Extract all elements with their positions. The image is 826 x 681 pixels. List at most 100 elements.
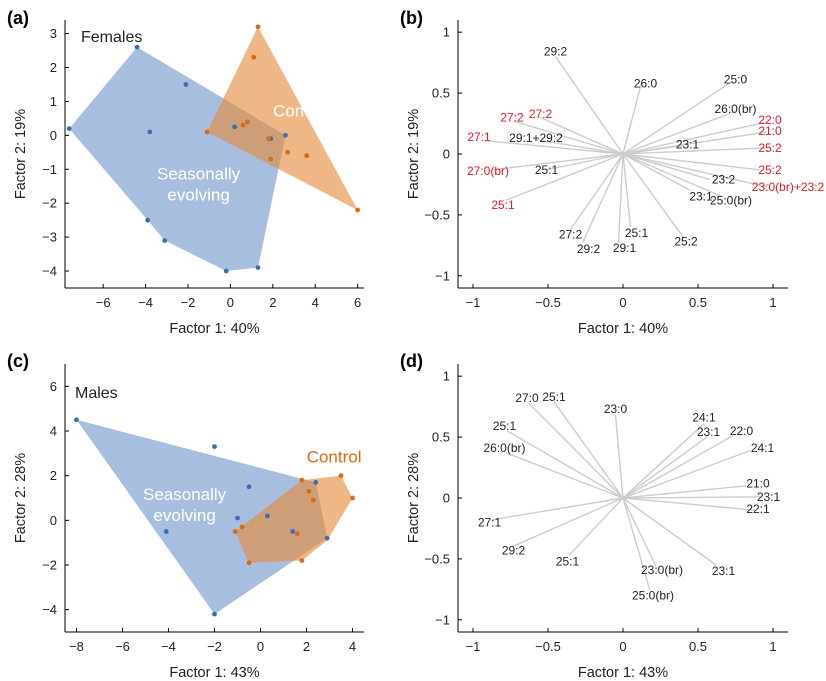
x-tick-label: 0	[619, 295, 626, 310]
y-axis-label: Factor 2: 19%	[406, 109, 422, 199]
vector-label: 22:0	[730, 424, 754, 438]
x-tick-label: −2	[207, 639, 222, 654]
x-tick-label: −1	[466, 295, 481, 310]
seasonal-point	[145, 217, 151, 223]
vector-label: 25:2	[674, 235, 698, 249]
loading-vector	[554, 56, 624, 155]
seasonal-point	[313, 480, 319, 485]
panel-letter: (d)	[400, 351, 423, 371]
vector-label: 25:0	[724, 73, 748, 87]
loading-vector	[622, 147, 766, 155]
vector-label: 27:1	[467, 130, 491, 144]
control-point	[255, 24, 261, 30]
control-point	[355, 207, 360, 213]
vector-label: 23:1	[689, 190, 713, 204]
y-tick-label: 2	[50, 60, 57, 75]
loading-vector	[505, 452, 624, 499]
y-axis-label: Factor 2: 28%	[13, 453, 29, 543]
seasonal-hull	[76, 419, 328, 615]
vector-label: 26:0(br)	[483, 441, 525, 455]
vector-label: 25:0(br)	[710, 193, 752, 207]
loading-vector	[622, 153, 760, 171]
group-title: Females	[81, 29, 142, 46]
control-point	[204, 129, 210, 135]
x-tick-label: −4	[161, 639, 176, 654]
y-tick-label: 3	[50, 26, 57, 41]
y-tick-label: −4	[42, 602, 57, 617]
vector-label: 25:0(br)	[632, 589, 674, 603]
loading-vector	[622, 497, 717, 566]
y-tick-label: −1	[435, 268, 450, 283]
seasonal-point	[283, 132, 288, 138]
vector-label: 23:0(br)+23:2	[752, 180, 825, 194]
x-tick-label: −6	[115, 639, 130, 654]
loading-vector	[622, 110, 736, 155]
x-axis-label: Factor 1: 40%	[578, 321, 668, 337]
x-tick-label: −8	[69, 639, 84, 654]
seasonal-point	[212, 444, 217, 449]
x-tick-label: 0	[619, 639, 626, 654]
loading-vector	[622, 423, 705, 499]
seasonal-point	[246, 484, 252, 490]
vector-label: 27:2	[559, 227, 583, 241]
vector-label: 25:1	[491, 198, 515, 212]
seasonal-point	[265, 513, 270, 519]
vector-label: 21:0	[746, 476, 770, 490]
panel-letter: (b)	[400, 8, 423, 28]
panel-a: (a) Seasonally evolving Control Females −6 −4 −…	[7, 8, 364, 337]
x-tick-label: 6	[354, 295, 361, 310]
loading-vector	[622, 84, 642, 155]
vector-label: 25:1	[556, 554, 580, 568]
seasonal-series-label: Seasonally	[157, 164, 241, 183]
panel-b: (b)29:226:0 25:026:0(br)22:021:025:223:12…	[400, 8, 825, 337]
y-tick-label: −1	[42, 162, 57, 177]
loading-vector	[622, 435, 733, 499]
loading-vector	[622, 497, 756, 511]
loading-vector	[622, 436, 708, 499]
seasonal-point	[235, 515, 240, 521]
y-tick-label: −2	[42, 558, 57, 573]
x-tick-label: −0.5	[535, 295, 561, 310]
y-tick-label: −1	[435, 612, 450, 627]
control-point	[245, 119, 250, 125]
vector-label: 23:1	[712, 564, 736, 578]
y-tick-label: 1	[443, 25, 450, 40]
control-hull	[207, 26, 358, 210]
vector-label: 25:1	[625, 226, 649, 240]
seasonal-series-label: evolving	[167, 185, 229, 204]
y-tick-label: 0	[443, 491, 450, 506]
x-tick-label: 0.5	[689, 639, 707, 654]
control-point	[246, 560, 252, 566]
control-point	[311, 497, 316, 503]
vector-label: 25:2	[758, 163, 782, 177]
y-tick-label: −0.5	[424, 551, 450, 566]
y-axis-label: Factor 2: 28%	[406, 453, 422, 543]
vector-label: 29:2	[502, 543, 526, 557]
vector-label: 22:0	[758, 113, 782, 127]
vector-label: 29:1	[613, 241, 637, 255]
x-axis-label: Factor 1: 43%	[578, 665, 668, 681]
control-series-label: Control	[273, 102, 328, 121]
x-tick-label: 0	[227, 295, 234, 310]
seasonal-point	[147, 129, 153, 135]
loading-vector	[490, 497, 624, 521]
loading-vector	[528, 402, 624, 499]
y-tick-label: 0	[50, 128, 57, 143]
x-tick-label: −4	[138, 295, 153, 310]
panel-letter: (c)	[7, 351, 29, 371]
seasonal-series-label: Seasonally	[143, 485, 227, 504]
y-tick-label: −4	[42, 264, 57, 279]
loading-vector	[622, 121, 766, 155]
seasonal-point	[183, 82, 189, 87]
vector-label: 25:2	[758, 141, 782, 155]
loading-vector	[622, 496, 763, 499]
vector-label: 26:0(br)	[714, 102, 756, 116]
vector-label: 24:1	[692, 411, 716, 425]
vector-label: 23:0	[604, 402, 628, 416]
vector-label: 25:1	[542, 390, 566, 404]
vector-label: 23:1	[697, 425, 721, 439]
seasonal-point	[163, 529, 169, 534]
seasonal-point	[162, 238, 168, 243]
control-point	[240, 122, 246, 128]
control-point	[285, 149, 291, 155]
